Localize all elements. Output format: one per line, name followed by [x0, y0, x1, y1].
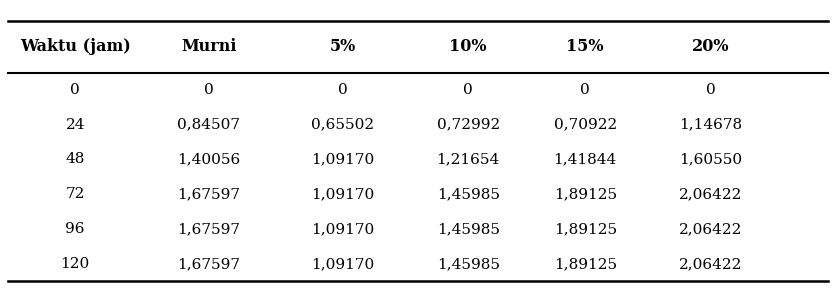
Text: 1,09170: 1,09170 [311, 187, 375, 201]
Text: 1,09170: 1,09170 [311, 257, 375, 271]
Text: 1,67597: 1,67597 [177, 187, 241, 201]
Text: 0,84507: 0,84507 [177, 118, 241, 132]
Text: 2,06422: 2,06422 [679, 187, 742, 201]
Text: Waktu (jam): Waktu (jam) [20, 38, 130, 55]
Text: 5%: 5% [329, 38, 356, 55]
Text: 24: 24 [65, 118, 85, 132]
Text: 1,41844: 1,41844 [553, 152, 617, 166]
Text: 0: 0 [463, 83, 473, 97]
Text: 0: 0 [706, 83, 716, 97]
Text: 2,06422: 2,06422 [679, 222, 742, 236]
Text: 1,45985: 1,45985 [436, 257, 500, 271]
Text: 0: 0 [204, 83, 214, 97]
Text: 1,89125: 1,89125 [553, 187, 617, 201]
Text: 0,70922: 0,70922 [553, 118, 617, 132]
Text: 1,45985: 1,45985 [436, 222, 500, 236]
Text: 1,67597: 1,67597 [177, 222, 241, 236]
Text: 1,14678: 1,14678 [679, 118, 742, 132]
Text: 0: 0 [338, 83, 348, 97]
Text: 1,21654: 1,21654 [436, 152, 500, 166]
Text: 1,09170: 1,09170 [311, 222, 375, 236]
Text: 2,06422: 2,06422 [679, 257, 742, 271]
Text: 0,65502: 0,65502 [311, 118, 375, 132]
Text: 1,89125: 1,89125 [553, 222, 617, 236]
Text: 96: 96 [65, 222, 85, 236]
Text: 72: 72 [65, 187, 85, 201]
Text: 1,09170: 1,09170 [311, 152, 375, 166]
Text: 1,67597: 1,67597 [177, 257, 241, 271]
Text: 1,40056: 1,40056 [177, 152, 241, 166]
Text: 0,72992: 0,72992 [436, 118, 500, 132]
Text: 1,45985: 1,45985 [436, 187, 500, 201]
Text: 15%: 15% [567, 38, 604, 55]
Text: 1,60550: 1,60550 [679, 152, 742, 166]
Text: 0: 0 [580, 83, 590, 97]
Text: Murni: Murni [181, 38, 237, 55]
Text: 0: 0 [70, 83, 80, 97]
Text: 120: 120 [61, 257, 89, 271]
Text: 48: 48 [65, 152, 85, 166]
Text: 1,89125: 1,89125 [553, 257, 617, 271]
Text: 20%: 20% [692, 38, 729, 55]
Text: 10%: 10% [450, 38, 487, 55]
